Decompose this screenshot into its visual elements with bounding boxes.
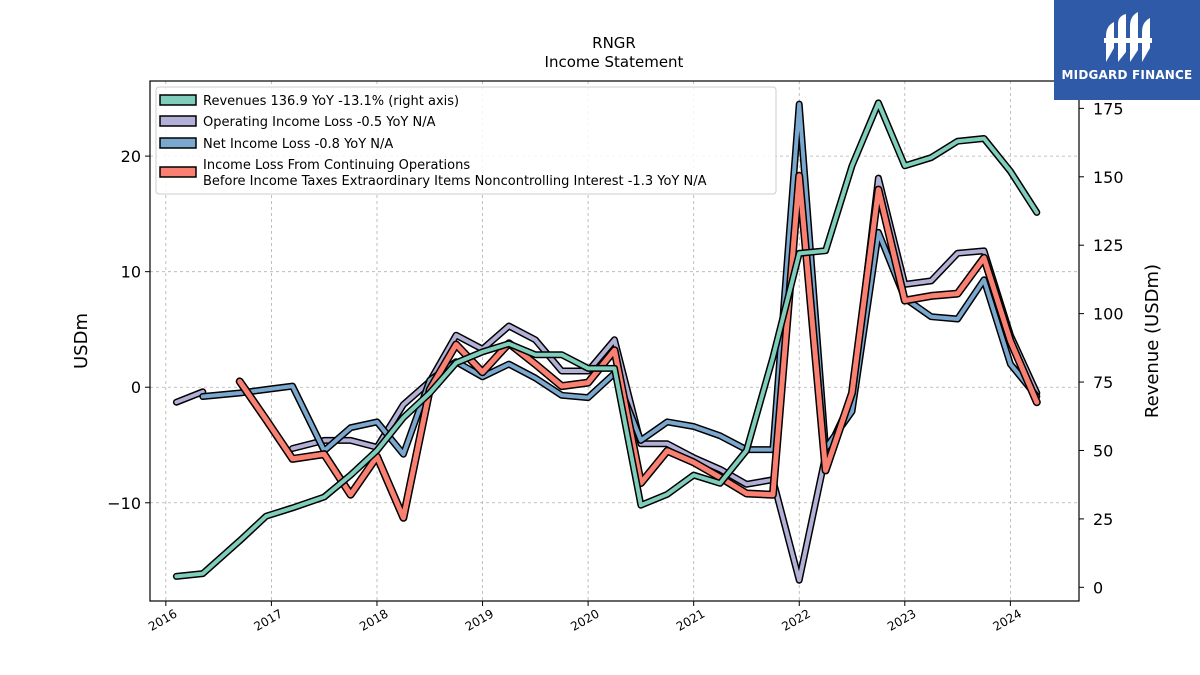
legend-swatch	[159, 166, 197, 178]
series-lines	[172, 99, 1041, 584]
x-tick-label: 2024	[991, 606, 1024, 633]
y2-tick-label: 125	[1093, 236, 1124, 255]
legend-swatch	[159, 137, 197, 149]
x-tick-label: 2018	[357, 606, 390, 633]
chart-subtitle: Income Statement	[545, 53, 684, 71]
x-tick-label: 2022	[779, 606, 812, 633]
y-tick-label: 20	[121, 147, 141, 166]
legend: Revenues 136.9 YoY -13.1% (right axis) Op…	[155, 86, 777, 195]
y2-tick-label: 0	[1093, 578, 1103, 597]
series-line-operating	[290, 176, 1039, 583]
chart-title: RNGR	[592, 34, 636, 52]
x-tick-label: 2023	[885, 606, 918, 633]
x-tick-label: 2017	[252, 606, 285, 633]
y2-tick-label: 75	[1093, 373, 1113, 392]
y-tick-label: 0	[131, 378, 141, 397]
y-axis-label: USDm	[71, 313, 92, 369]
y-tick-label: −10	[107, 494, 141, 513]
legend-label: Net Income Loss -0.8 YoY N/A	[203, 137, 393, 152]
x-tick-label: 2019	[463, 606, 496, 633]
x-tick-label: 2021	[674, 606, 707, 633]
legend-label: Before Income Taxes Extraordinary Items …	[203, 174, 707, 189]
y2-tick-label: 150	[1093, 168, 1124, 187]
midgard-logo-icon	[1104, 12, 1152, 62]
legend-label: Revenues 136.9 YoY -13.1% (right axis)	[203, 94, 459, 109]
legend-label: Income Loss From Continuing Operations	[203, 158, 470, 173]
legend-box	[155, 86, 777, 195]
brand-logo: MIDGARD FINANCE	[1054, 0, 1200, 100]
y2-tick-label: 50	[1093, 441, 1113, 460]
series-line-pretax	[237, 173, 1040, 521]
y2-tick-label: 25	[1093, 510, 1113, 529]
series-line-operating	[174, 389, 205, 405]
y2-axis-label: Revenue (USDm)	[1142, 264, 1163, 418]
brand-name: MIDGARD FINANCE	[1061, 68, 1193, 82]
y-tick-label: 10	[121, 263, 141, 282]
series-line-revenues	[174, 100, 1039, 579]
x-tick-label: 2016	[146, 606, 179, 633]
y2-tick-label: 100	[1093, 305, 1124, 324]
x-tick-label: 2020	[568, 606, 601, 633]
legend-label: Operating Income Loss -0.5 YoY N/A	[203, 115, 436, 130]
plot-frame	[149, 80, 1080, 602]
legend-swatch	[159, 115, 197, 127]
y2-tick-label: 175	[1093, 99, 1124, 118]
legend-swatch	[159, 94, 197, 106]
